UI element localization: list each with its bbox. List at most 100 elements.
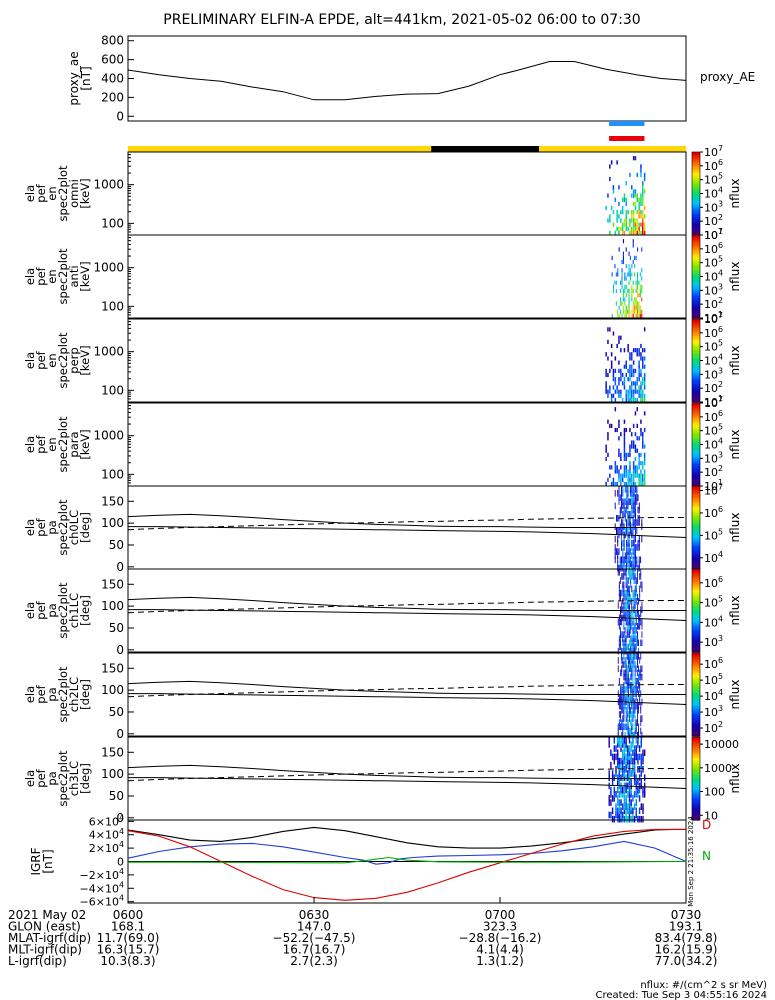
anti-pixel <box>625 313 627 319</box>
perp-pixel <box>620 393 622 398</box>
para-pixel <box>640 461 642 466</box>
ch3LC-pixel <box>640 782 642 790</box>
ch2LC-pixel <box>622 719 624 726</box>
perp-colorbar-cell <box>692 352 700 355</box>
ch2LC-colorbar-cell <box>692 700 700 704</box>
omni-pixel <box>618 185 620 190</box>
ch1LC-pixel <box>631 610 633 618</box>
perp-colorbar-cell <box>692 368 700 372</box>
ch1LC-pixel <box>623 631 625 638</box>
ch1LC-pixel <box>622 635 624 642</box>
omni-pixel <box>643 226 646 231</box>
ch3LC-pixel <box>628 749 631 757</box>
ch3LC-pixel <box>635 778 637 786</box>
ch0LC-pixel <box>624 486 626 493</box>
para-colorbar-cell <box>692 403 700 406</box>
ch1LC-pixel <box>635 618 637 626</box>
anti-colorbar-cell <box>692 282 700 286</box>
perp-colorbar-cell <box>692 381 700 384</box>
omni-colorbar-label: 103 <box>704 199 723 214</box>
ch1LC-pixel <box>627 631 629 638</box>
omni-pixel <box>632 230 635 235</box>
perp-pixel <box>621 397 624 403</box>
ch2LC-pixel <box>631 715 633 722</box>
anti-pixel <box>641 309 643 314</box>
omni-pixel <box>643 222 646 227</box>
ch0LC-pixel <box>622 560 624 568</box>
ch3LC-pixel <box>627 761 629 769</box>
ch0LC-pixel <box>632 498 634 505</box>
para-pixel <box>607 432 609 437</box>
perp-pixel <box>627 389 629 394</box>
para-pixel <box>612 481 615 487</box>
ch2LC-pixel <box>626 669 628 677</box>
ch3LC-colorbar-cell <box>692 780 700 784</box>
ch1LC-pixel <box>634 598 636 605</box>
ch3LC-ylabel-line: pa <box>45 771 59 785</box>
ch2LC-pixel <box>626 727 628 735</box>
ch3LC-pixel <box>620 807 622 815</box>
ch1LC-pixel <box>624 589 626 597</box>
para-pixel <box>616 481 618 487</box>
ch2LC-pixel <box>635 694 637 702</box>
ch2LC-pixel <box>634 690 636 697</box>
ch0LC-pixel <box>623 556 625 564</box>
omni-ylabel-line: ela <box>23 185 37 202</box>
para-cbar-title: nflux <box>728 430 742 460</box>
proxy-ae-ylabel-line: proxy_ae <box>67 51 81 105</box>
ch0LC-pixel <box>614 502 616 510</box>
perp-pixel <box>623 381 626 386</box>
ch2LC-pixel <box>638 665 639 673</box>
ch0LC-pixel <box>629 490 631 497</box>
ch0LC-pixel <box>622 510 624 518</box>
perp-colorbar-cell <box>692 335 700 339</box>
perp-pixel <box>609 385 611 390</box>
ch3LC-colorbar-cell <box>692 741 700 744</box>
ch0LC-pixel <box>635 552 636 559</box>
ch0LC-colorbar-cell <box>692 494 700 497</box>
plot-title: PRELIMINARY ELFIN-A EPDE, alt=441km, 202… <box>163 12 640 28</box>
para-pixel <box>620 432 622 437</box>
para-pixel <box>643 411 646 416</box>
ch2LC-pixel <box>622 727 624 735</box>
ch2LC-pixel <box>623 669 625 677</box>
ch0LC-pixel <box>619 564 621 572</box>
anti-pixel <box>631 284 633 289</box>
ch1LC-pixel <box>638 618 639 626</box>
omni-pixel <box>612 189 615 194</box>
ch3LC-pixel <box>644 782 646 790</box>
ch3LC-pixel <box>635 749 637 757</box>
ch2LC-colorbar-cell <box>692 709 700 712</box>
igrf-legend-n: N <box>702 849 711 863</box>
perp-pixel <box>605 352 607 357</box>
ch1LC-tick-label: 50 <box>109 621 124 635</box>
ch3LC-colorbar-cell <box>692 755 700 759</box>
proxy-ae-right-label: proxy_AE <box>700 70 755 84</box>
ch0LC-pixel <box>635 515 636 522</box>
ch3LC-pixel <box>644 774 646 781</box>
ch2LC-pixel <box>634 677 636 685</box>
ch3LC-pixel <box>617 737 619 744</box>
para-pixel <box>609 473 611 478</box>
ch2LC-ylabel-line: pa <box>45 687 59 701</box>
ch2LC-pixel <box>637 715 638 722</box>
omni-pixel <box>634 218 637 223</box>
anti-colorbar-cell <box>692 307 700 311</box>
ch0LC-pixel <box>629 527 631 535</box>
ch3LC-pixel <box>625 774 627 781</box>
ch0LC-colorbar-cell <box>692 529 700 533</box>
ch1LC-pixel <box>641 639 643 647</box>
ch3LC-pixel <box>623 753 626 761</box>
ch2LC-colorbar-cell <box>692 661 700 664</box>
perp-pixel <box>614 368 617 373</box>
para-pixel <box>618 423 620 428</box>
para-colorbar-cell <box>692 444 700 448</box>
anti-pixel <box>615 301 617 306</box>
ch2LC-ylabel-line: pef <box>34 684 48 703</box>
para-tick-label: 100 <box>101 467 124 481</box>
status-segment <box>539 146 686 152</box>
anti-pixel <box>634 305 636 310</box>
para-colorbar-label: 107 <box>704 395 723 410</box>
ch1LC-pixel <box>635 627 637 634</box>
ch3LC-pixel <box>628 745 631 752</box>
